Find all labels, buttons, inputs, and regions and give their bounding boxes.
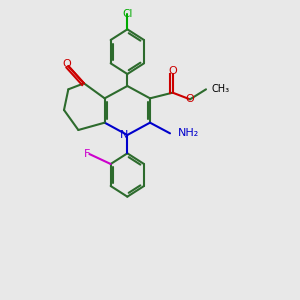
Text: CH₃: CH₃: [211, 84, 229, 94]
Text: Cl: Cl: [122, 9, 133, 19]
Text: F: F: [84, 149, 91, 159]
Text: NH₂: NH₂: [178, 128, 199, 138]
Text: N: N: [120, 130, 128, 140]
Text: O: O: [186, 94, 194, 104]
Text: O: O: [62, 59, 71, 69]
Text: O: O: [168, 66, 177, 76]
